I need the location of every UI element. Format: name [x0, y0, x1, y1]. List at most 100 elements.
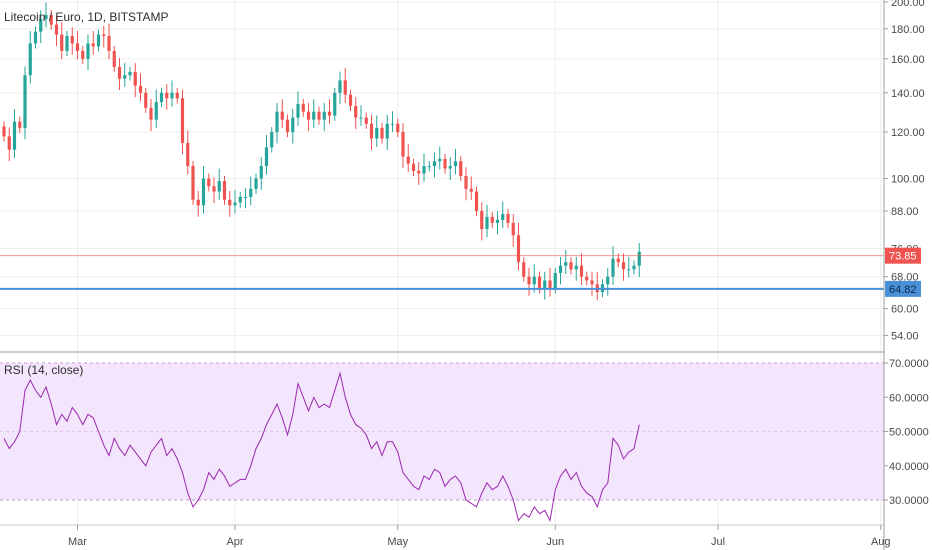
candle-body [632, 265, 636, 270]
candle-body [327, 111, 332, 116]
candle-body [228, 199, 232, 206]
month-label: Mar [68, 536, 87, 548]
candle-body [249, 188, 253, 197]
candle-body [175, 92, 179, 99]
candle-body [485, 216, 489, 230]
candle-body [364, 117, 368, 124]
price-tick-label: 180.00 [891, 24, 925, 36]
candle-body [96, 34, 101, 47]
candle-body [532, 276, 536, 285]
candle-body [611, 258, 615, 277]
candle-body [217, 181, 221, 192]
candle-body [411, 163, 416, 171]
candle-body [144, 92, 148, 108]
candle-body [343, 80, 347, 95]
candle-body [233, 202, 237, 206]
price-tick-label: 88.00 [891, 206, 919, 218]
last-price-badge [885, 247, 921, 264]
candle-body [385, 123, 389, 139]
candle-body [637, 251, 641, 266]
support-price-label: 64.82 [889, 284, 917, 296]
candle-body [186, 142, 190, 167]
rsi-tick-label: 60.0000 [889, 392, 929, 404]
candle-body [338, 80, 342, 93]
price-axis-background [884, 0, 932, 550]
candle-body [23, 75, 27, 128]
candle-body [170, 92, 174, 99]
price-tick-label: 140.00 [891, 88, 925, 100]
candle-body [574, 265, 578, 270]
candle-body [564, 262, 568, 266]
candle-body [201, 178, 206, 206]
candle-body [548, 280, 552, 289]
candle-body [54, 24, 59, 35]
candle-body [359, 117, 363, 119]
candle-body [18, 121, 22, 128]
candle-body [107, 36, 111, 51]
candle-body [406, 156, 410, 164]
candle-body [254, 178, 258, 189]
month-label: Apr [226, 536, 243, 548]
candle-body [569, 262, 573, 270]
rsi-tick-label: 30.0000 [889, 495, 929, 507]
month-label: May [387, 536, 408, 548]
candlestick-series [2, 2, 641, 301]
candle-body [474, 191, 479, 212]
candle-body [33, 31, 38, 44]
candle-body [401, 132, 405, 157]
candle-body [149, 107, 153, 120]
candle-body [102, 34, 106, 37]
candle-body [501, 213, 505, 220]
time-axis[interactable]: MarAprMayJunJulAugSep [68, 525, 932, 548]
candle-body [543, 280, 547, 289]
candle-body [390, 123, 395, 125]
candle-body [537, 276, 542, 289]
month-label: Jul [711, 536, 725, 548]
candle-body [301, 103, 305, 112]
candle-body [7, 136, 11, 150]
rsi-line [3, 371, 640, 523]
candle-body [348, 94, 353, 106]
rsi-axis[interactable]: 70.0000 60.0000 50.0000 40.0000 30.0000 [884, 358, 929, 507]
candle-body [196, 199, 200, 206]
candle-body [243, 196, 248, 198]
candle-body [459, 161, 463, 176]
chart-title: Litecoin / Euro, 1D, BITSTAMP [4, 10, 169, 24]
candle-body [585, 276, 589, 281]
candle-body [81, 50, 85, 59]
candle-body [65, 36, 69, 51]
candle-body [112, 50, 116, 67]
candle-body [264, 147, 269, 167]
rsi-tick-label: 40.0000 [889, 461, 929, 473]
candle-body [159, 92, 164, 103]
candle-body [417, 170, 421, 174]
candle-body [627, 269, 631, 271]
candle-body [511, 222, 515, 236]
candle-body [128, 71, 132, 76]
candle-body [117, 66, 122, 79]
grid [0, 0, 884, 525]
candle-body [44, 15, 48, 20]
price-tick-label: 60.00 [891, 304, 919, 316]
candle-body [60, 34, 64, 51]
candle-body [180, 98, 185, 143]
candle-body [322, 111, 326, 120]
candle-body [306, 111, 311, 120]
rsi-title: RSI (14, close) [4, 363, 83, 377]
price-tick-label: 120.00 [891, 127, 925, 139]
candle-body [222, 181, 227, 200]
candle-body [432, 161, 437, 167]
month-label: Aug [871, 536, 891, 548]
candle-body [579, 265, 584, 277]
candle-body [553, 272, 557, 289]
candle-body [317, 111, 321, 120]
candle-body [86, 43, 90, 59]
candle-body [369, 123, 374, 139]
candle-body [133, 71, 137, 86]
candle-body [123, 75, 127, 79]
candle-body [380, 127, 384, 139]
candle-body [480, 211, 484, 230]
candle-body [516, 235, 521, 263]
